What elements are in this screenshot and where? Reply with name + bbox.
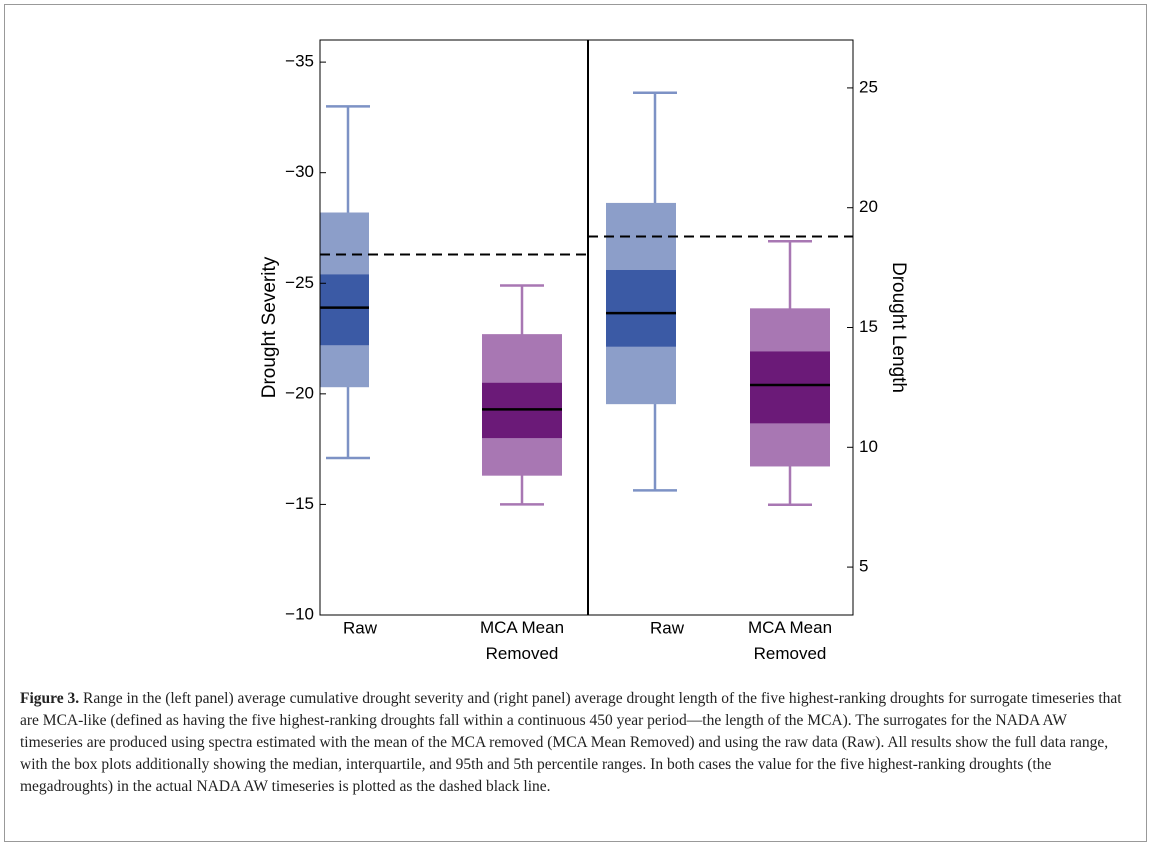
x-tick-label: MCA Mean Removed: [748, 618, 832, 663]
interquartile-box: [750, 351, 830, 424]
y-tick-label: −15: [285, 494, 314, 513]
x-tick-label: Raw: [650, 618, 685, 637]
x-tick-label-line: Removed: [486, 644, 559, 663]
x-tick-label-line: MCA Mean: [480, 618, 564, 637]
interquartile-box: [320, 274, 369, 346]
y-tick-label: 25: [859, 77, 878, 96]
figure-frame: [4, 4, 1147, 842]
y-tick-label: 10: [859, 437, 878, 456]
y-tick-label: 20: [859, 197, 878, 216]
y-tick-label: −25: [285, 273, 314, 292]
y-axis-label: Drought Length: [888, 262, 909, 393]
caption: Figure 3. Range in the (left panel) aver…: [20, 688, 1130, 798]
y-tick-label: −10: [285, 604, 314, 623]
chart: Raw MCA Mean Removed −35 −30 −25 −20 −15 −10 Drou…: [259, 39, 909, 663]
panel: [606, 91, 830, 507]
caption-label: Figure 3.: [20, 690, 80, 707]
y-tick-label: −35: [285, 52, 314, 71]
x-tick-label-line: MCA Mean: [748, 618, 832, 637]
y-tick-label: −20: [285, 383, 314, 402]
y-tick-label: 15: [859, 317, 878, 336]
x-tick-label: MCA Mean Removed: [480, 618, 564, 663]
panel: [320, 105, 562, 506]
x-tick-label: Raw: [343, 618, 378, 637]
interquartile-box: [606, 270, 676, 347]
caption-text: Range in the (left panel) average cumula…: [20, 690, 1122, 795]
x-tick-label-line: Removed: [754, 644, 827, 663]
y-tick-label: −30: [285, 162, 314, 181]
y-tick-label: 5: [859, 557, 868, 576]
y-axis-label: Drought Severity: [259, 256, 280, 398]
plot-frame: [319, 39, 854, 616]
